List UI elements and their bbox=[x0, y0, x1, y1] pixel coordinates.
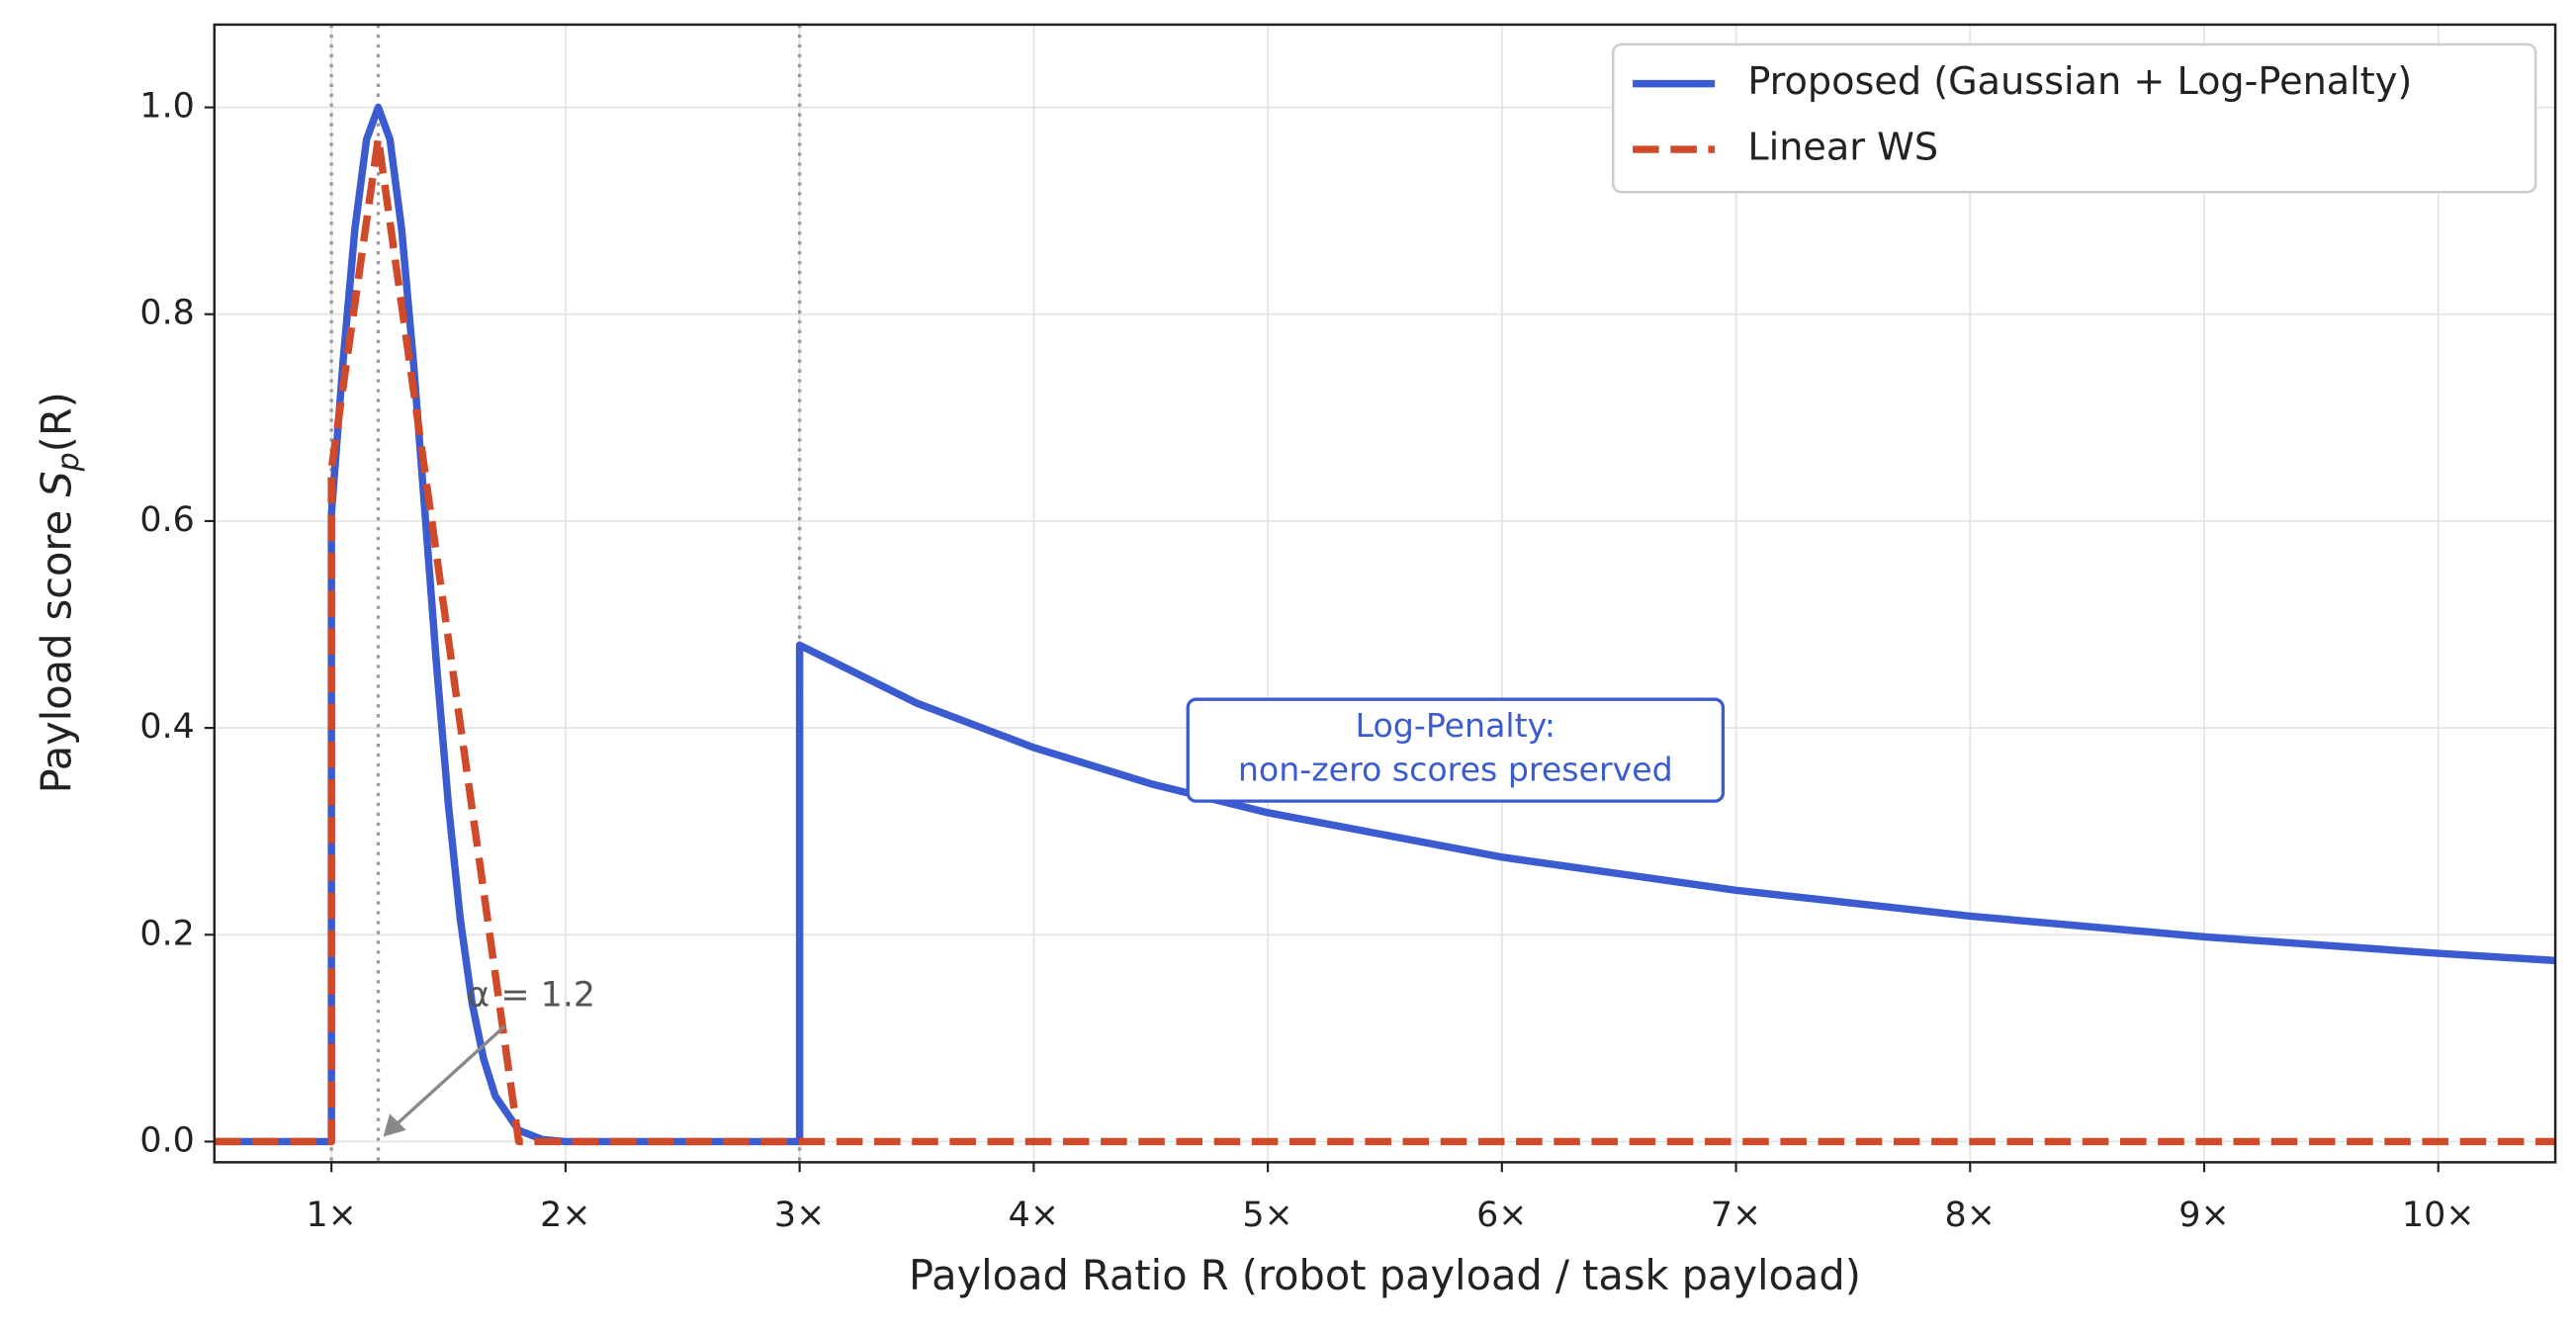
x-tick-label: 9× bbox=[2178, 1196, 2229, 1235]
x-tick-label: 7× bbox=[1711, 1196, 1761, 1235]
x-tick-label: 3× bbox=[774, 1196, 825, 1235]
plot-frame bbox=[213, 23, 2557, 1164]
x-tick-label: 1× bbox=[306, 1196, 356, 1235]
annotation-text: Log-Penalty: bbox=[1356, 706, 1556, 745]
annotation-box bbox=[1186, 697, 1726, 803]
x-tick-label: 4× bbox=[1009, 1196, 1059, 1235]
x-tick-label: 6× bbox=[1476, 1196, 1527, 1235]
y-tick-label: 0.2 bbox=[139, 914, 194, 953]
x-tick-label: 10× bbox=[2402, 1196, 2475, 1235]
y-tick-label: 0.6 bbox=[139, 500, 194, 540]
arrow-head bbox=[383, 1113, 406, 1137]
y-tick-label: 0.8 bbox=[139, 294, 194, 333]
y-tick-label: 0.4 bbox=[139, 707, 194, 747]
y-label-sub: p bbox=[51, 452, 86, 472]
x-tick-label: 2× bbox=[540, 1196, 590, 1235]
series-line bbox=[214, 103, 2556, 1146]
y-label-tail: (R) bbox=[33, 392, 81, 452]
y-tick-label: 1.0 bbox=[139, 87, 194, 127]
series-line bbox=[214, 134, 2556, 1146]
y-label-text: Payload score bbox=[33, 510, 81, 794]
annotation-text: non-zero scores preserved bbox=[1238, 751, 1673, 789]
y-label-math: S bbox=[33, 471, 81, 496]
legend-label: Linear WS bbox=[1747, 127, 1938, 170]
x-axis-label: Payload Ratio R (robot payload / task pa… bbox=[909, 1251, 1861, 1299]
y-tick-label: 0.0 bbox=[139, 1120, 194, 1160]
annotation-arrow bbox=[385, 1024, 506, 1135]
legend-label: Proposed (Gaussian + Log-Penalty) bbox=[1747, 60, 2412, 104]
x-tick-label: 5× bbox=[1242, 1196, 1292, 1235]
annotation-text: α = 1.2 bbox=[467, 976, 595, 1016]
x-tick-label: 8× bbox=[1945, 1196, 1996, 1235]
legend-box bbox=[1611, 43, 2537, 194]
y-axis-label: Payload score Sp(R) bbox=[33, 392, 86, 793]
